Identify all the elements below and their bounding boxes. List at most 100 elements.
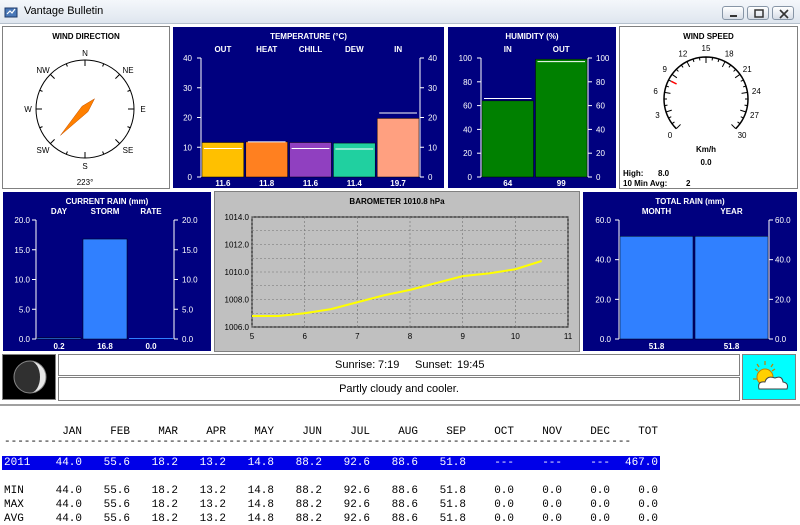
table-cell: 88.6	[391, 513, 418, 525]
maximize-button[interactable]	[747, 6, 769, 20]
compass-tick	[65, 63, 68, 67]
table-cell: 13.2	[199, 499, 226, 511]
temperature-bar-value: 11.6	[303, 179, 319, 188]
temperature-bar-label: HEAT	[256, 45, 277, 54]
humidity-bar-label: OUT	[553, 45, 570, 54]
app-icon	[4, 7, 18, 18]
current-rain-tick-label-left: 15.0	[14, 246, 30, 255]
table-column-nov: NOV	[542, 426, 562, 438]
wind-speed-tick-label: 24	[752, 87, 761, 96]
compass-label-e: E	[140, 105, 145, 114]
temperature-bar	[245, 141, 288, 178]
humidity-title: HUMIDITY (%)	[505, 32, 559, 41]
temperature-tick-label-right: 20	[428, 114, 437, 123]
table-row-year: 2011 44.0 55.6 18.2 13.2 14.8 88.2 92.6 88.6 51.8…	[0, 457, 800, 471]
table-cell: 14.8	[247, 485, 274, 497]
temperature-bar-label: CHILL	[299, 45, 323, 54]
current-rain-tick-label-right: 5.0	[182, 305, 194, 314]
wind-speed-tick-mark	[721, 61, 726, 68]
table-cell: 18.2	[151, 499, 178, 511]
humidity-tick-label-right: 60	[596, 102, 605, 111]
table-cell: 55.6	[103, 499, 130, 511]
table-cell: 92.6	[343, 513, 370, 525]
table-cell: 92.6	[343, 485, 370, 497]
table-column-sep: SEP	[446, 426, 466, 438]
table-column-jun: JUN	[302, 426, 322, 438]
current-rain-bar	[129, 338, 173, 339]
total-rain-tick-label-left: 60.0	[595, 216, 611, 225]
row-label: MIN	[4, 485, 24, 497]
compass-tick	[49, 139, 55, 145]
humidity-tick-label-left: 0	[468, 173, 473, 182]
barometer-x-tick-label: 11	[564, 332, 573, 341]
table-cell: 55.6	[103, 513, 130, 525]
table-cell: 14.8	[247, 457, 274, 469]
close-button[interactable]	[772, 6, 794, 20]
wind-speed-tick-mark	[731, 124, 737, 130]
table-row-min: MIN 44.0 55.6 18.2 13.2 14.8 88.2 92.6 88.6 51.8 0…	[0, 485, 800, 499]
temperature-bar	[201, 142, 245, 178]
total-rain-tick-label-left: 0.0	[600, 335, 612, 344]
current-rain-chart: 20.0 20.0 15.0 15.0 10.0 10.0 5.0 5.0 0.0 0.0 DAY 0…	[14, 207, 198, 351]
row-label: MAX	[4, 499, 24, 511]
table-row-2011[interactable]	[2, 456, 660, 470]
table-cell: 92.6	[343, 499, 370, 511]
table-cell: 51.8	[439, 499, 466, 511]
window-title: Vantage Bulletin	[24, 5, 104, 17]
humidity-bar-value: 99	[557, 179, 566, 188]
table-column-feb: FEB	[110, 426, 130, 438]
humidity-bar-label: IN	[504, 45, 512, 54]
total-rain-tick-label-right: 0.0	[775, 335, 787, 344]
forecast-text: Partly cloudy and cooler.	[339, 383, 459, 395]
minimize-button[interactable]	[722, 6, 744, 20]
temperature-tick-label-right: 30	[428, 84, 437, 93]
table-column-may: MAY	[254, 426, 274, 438]
table-cell: 13.2	[199, 485, 226, 497]
wind-speed-tick-mark	[664, 91, 671, 94]
temperature-bar	[333, 142, 376, 178]
wind-speed-tick-mark	[668, 116, 672, 119]
compass: N NE E SE S SW W NW 223°	[24, 49, 145, 187]
wind-speed-tick-label: 12	[678, 50, 687, 59]
barometer-x-tick-label: 6	[302, 332, 307, 341]
compass-label-s: S	[82, 162, 87, 171]
current-rain-tick-label-left: 5.0	[19, 305, 31, 314]
wind-high-value: 8.0	[658, 169, 670, 178]
compass-tick	[115, 139, 121, 145]
barometer-x-tick-label: 9	[460, 332, 465, 341]
table-cell: 14.8	[247, 499, 274, 511]
barometer-chart: 5 6 7 8 9 10 11 1014.0 1012.0 1010.0 1008.0 1006.0	[225, 213, 573, 341]
compass-label-sw: SW	[37, 146, 50, 155]
table-cell: 88.6	[391, 499, 418, 511]
total-rain-bar	[694, 236, 769, 340]
table-cell: 0.0	[542, 499, 562, 511]
compass-tick	[127, 126, 131, 129]
sunrise-time: 7:19	[378, 359, 400, 371]
table-cell: 88.6	[391, 457, 418, 469]
partly-cloudy-icon	[753, 361, 788, 390]
current-rain-tick-label-right: 20.0	[182, 216, 198, 225]
wind-speed-tick-mark	[728, 64, 732, 68]
barometer-x-tick-label: 10	[511, 332, 520, 341]
table-column-dec: DEC	[590, 426, 610, 438]
wind-speed-tick-mark	[668, 79, 672, 82]
forecast-icon-panel	[742, 354, 796, 400]
humidity-tick-label-left: 80	[463, 78, 472, 87]
table-cell: 92.6	[343, 457, 370, 469]
wind-speed-tick-label: 0	[668, 131, 673, 140]
compass-label-se: SE	[123, 146, 134, 155]
wind-speed-panel: WIND SPEED Km/h 0.0 High: 8.0 10 Min Avg…	[619, 26, 798, 189]
table-cell: 88.2	[295, 513, 322, 525]
temperature-tick-label-left: 10	[183, 143, 192, 152]
table-column-mar: MAR	[158, 426, 178, 438]
total-rain-tick-label-right: 20.0	[775, 295, 791, 304]
current-rain-tick-label-right: 10.0	[182, 276, 198, 285]
table-cell: 44.0	[55, 485, 82, 497]
current-rain-tick-label-left: 20.0	[14, 216, 30, 225]
wind-high-label: High:	[623, 169, 643, 178]
temperature-bar-label: OUT	[214, 45, 231, 54]
total-rain-bar	[619, 236, 694, 340]
table-cell: 467.0	[624, 457, 658, 469]
table-cell: 0.0	[638, 513, 658, 525]
total-rain-bar-value: 51.8	[724, 342, 740, 351]
